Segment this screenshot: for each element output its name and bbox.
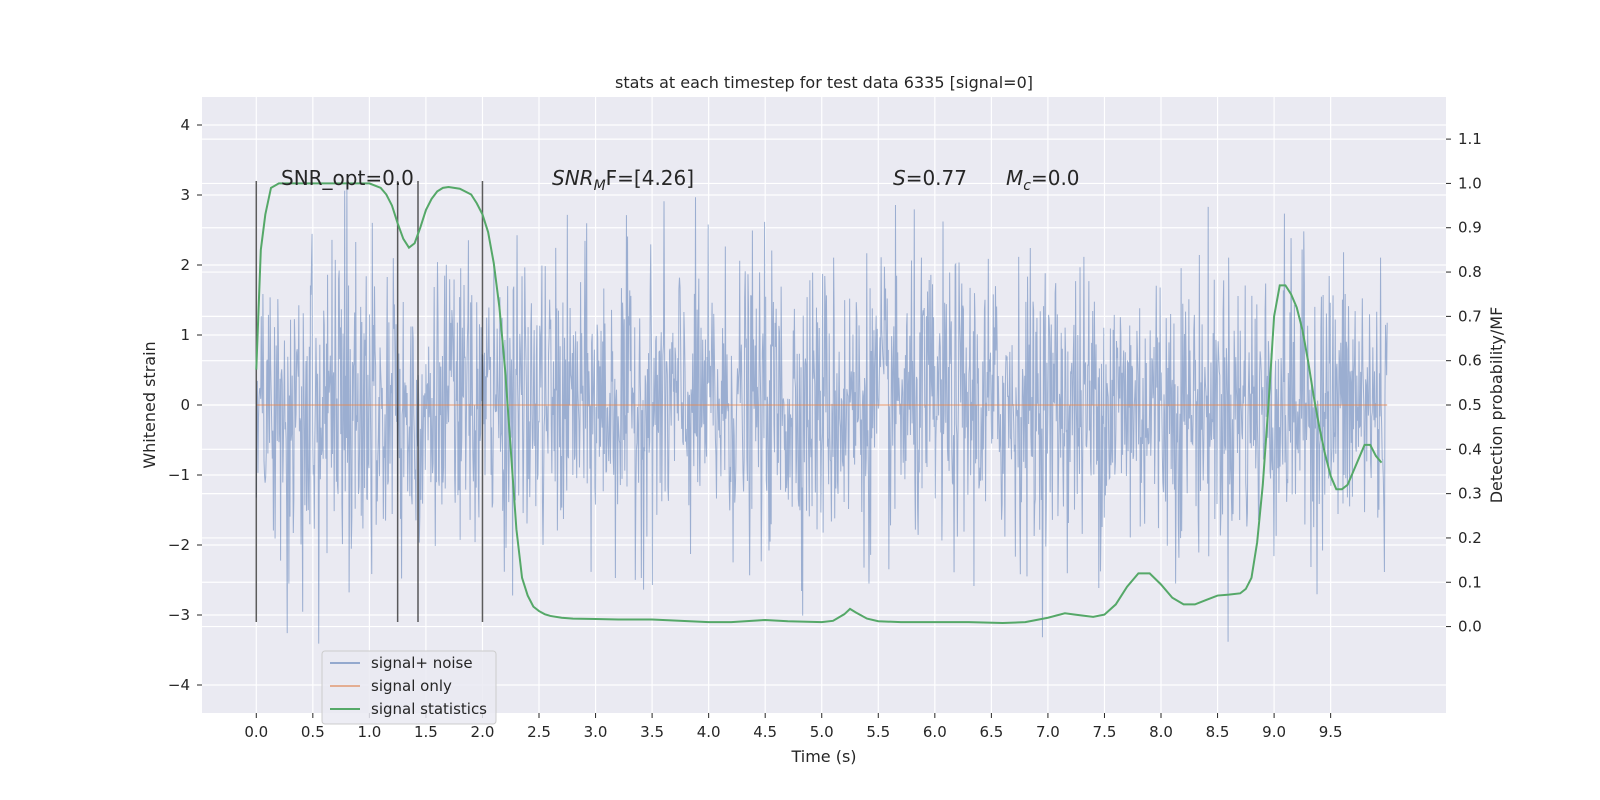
y-right-tick-label: 1.1 (1458, 130, 1482, 148)
chart-title: stats at each timestep for test data 633… (615, 73, 1033, 92)
x-tick-label: 5.5 (866, 723, 890, 741)
y-right-tick-label: 0.7 (1458, 307, 1482, 325)
x-tick-label: 6.5 (979, 723, 1003, 741)
x-tick-label: 5.0 (810, 723, 834, 741)
annotation-snr-mf: SNRMF=[4.26] (552, 166, 694, 194)
x-tick-label: 4.5 (753, 723, 777, 741)
legend-box (321, 650, 497, 725)
y-right-axis-label: Detection probability/MF (1487, 307, 1506, 504)
x-tick-label: 9.0 (1262, 723, 1286, 741)
s-val: =0.77 (906, 166, 967, 190)
y-tick-label: 4 (180, 116, 190, 134)
y-tick-label: 0 (180, 396, 190, 414)
annotation-snr-opt: SNR_opt=0.0 (281, 166, 414, 190)
snr-mf-base: SNR (552, 166, 594, 190)
x-tick-label: 8.5 (1206, 723, 1230, 741)
mc-sub: c (1023, 178, 1031, 194)
annotation-mc: Mc=0.0 (1006, 166, 1080, 194)
y-tick-label: 1 (180, 326, 190, 344)
x-tick-label: 9.5 (1319, 723, 1343, 741)
x-tick-label: 2.0 (471, 723, 495, 741)
x-tick-label: 2.5 (527, 723, 551, 741)
x-tick-label: 7.0 (1036, 723, 1060, 741)
mc-var: M (1006, 166, 1023, 190)
s-var: S (893, 166, 906, 190)
y-right-tick-label: 0.8 (1458, 263, 1482, 281)
legend-label-signal-only: signal only (371, 677, 452, 695)
legend-label-signal-noise: signal+ noise (371, 654, 473, 672)
y-right-tick-label: 0.2 (1458, 529, 1482, 547)
x-tick-label: 1.5 (414, 723, 438, 741)
y-tick-label: −2 (168, 536, 190, 554)
y-right-tick-label: 0.1 (1458, 573, 1482, 591)
x-tick-label: 7.5 (1093, 723, 1117, 741)
y-right-tick-label: 0.4 (1458, 440, 1482, 458)
y-tick-label: 2 (180, 256, 190, 274)
x-tick-label: 8.0 (1149, 723, 1173, 741)
series-signal-statistics (255, 182, 1383, 625)
y-tick-label: 3 (180, 186, 190, 204)
ticks: 0.0 0.5 1.0 1.5 2.0 2.5 3.0 3.5 4.0 4.5 5.0 5.5 6.0 6… (168, 116, 1482, 741)
vertical-markers (255, 181, 484, 622)
x-tick-label: 6.0 (923, 723, 947, 741)
signal-noise-line (255, 180, 1388, 644)
x-tick-label: 0.0 (244, 723, 268, 741)
signal-statistics-line (255, 182, 1383, 625)
y-axis-label: Whitened strain (140, 341, 159, 468)
y-right-tick-label: 0.0 (1458, 618, 1482, 636)
x-tick-label: 3.5 (640, 723, 664, 741)
y-tick-label: −4 (168, 676, 190, 694)
y-right-tick-label: 0.3 (1458, 485, 1482, 503)
x-axis-label: Time (s) (790, 747, 856, 766)
series-signal-noise (255, 180, 1388, 644)
x-tick-label: 3.0 (584, 723, 608, 741)
y-right-tick-label: 0.6 (1458, 352, 1482, 370)
snr-mf-tail: F=[4.26] (606, 166, 694, 190)
annotation-s: S=0.77 (893, 166, 967, 190)
y-tick-label: −3 (168, 606, 190, 624)
y-right-tick-label: 1.0 (1458, 174, 1482, 192)
x-tick-label: 0.5 (301, 723, 325, 741)
mc-val: =0.0 (1031, 166, 1080, 190)
y-right-tick-label: 0.5 (1458, 396, 1482, 414)
y-tick-label: −1 (168, 466, 190, 484)
x-tick-label: 4.0 (697, 723, 721, 741)
legend: signal+ noise signal only signal statist… (321, 650, 497, 725)
y-right-tick-label: 0.9 (1458, 219, 1482, 237)
legend-label-signal-statistics: signal statistics (371, 700, 487, 718)
snr-mf-sub: M (594, 178, 606, 194)
x-tick-label: 1.0 (357, 723, 381, 741)
